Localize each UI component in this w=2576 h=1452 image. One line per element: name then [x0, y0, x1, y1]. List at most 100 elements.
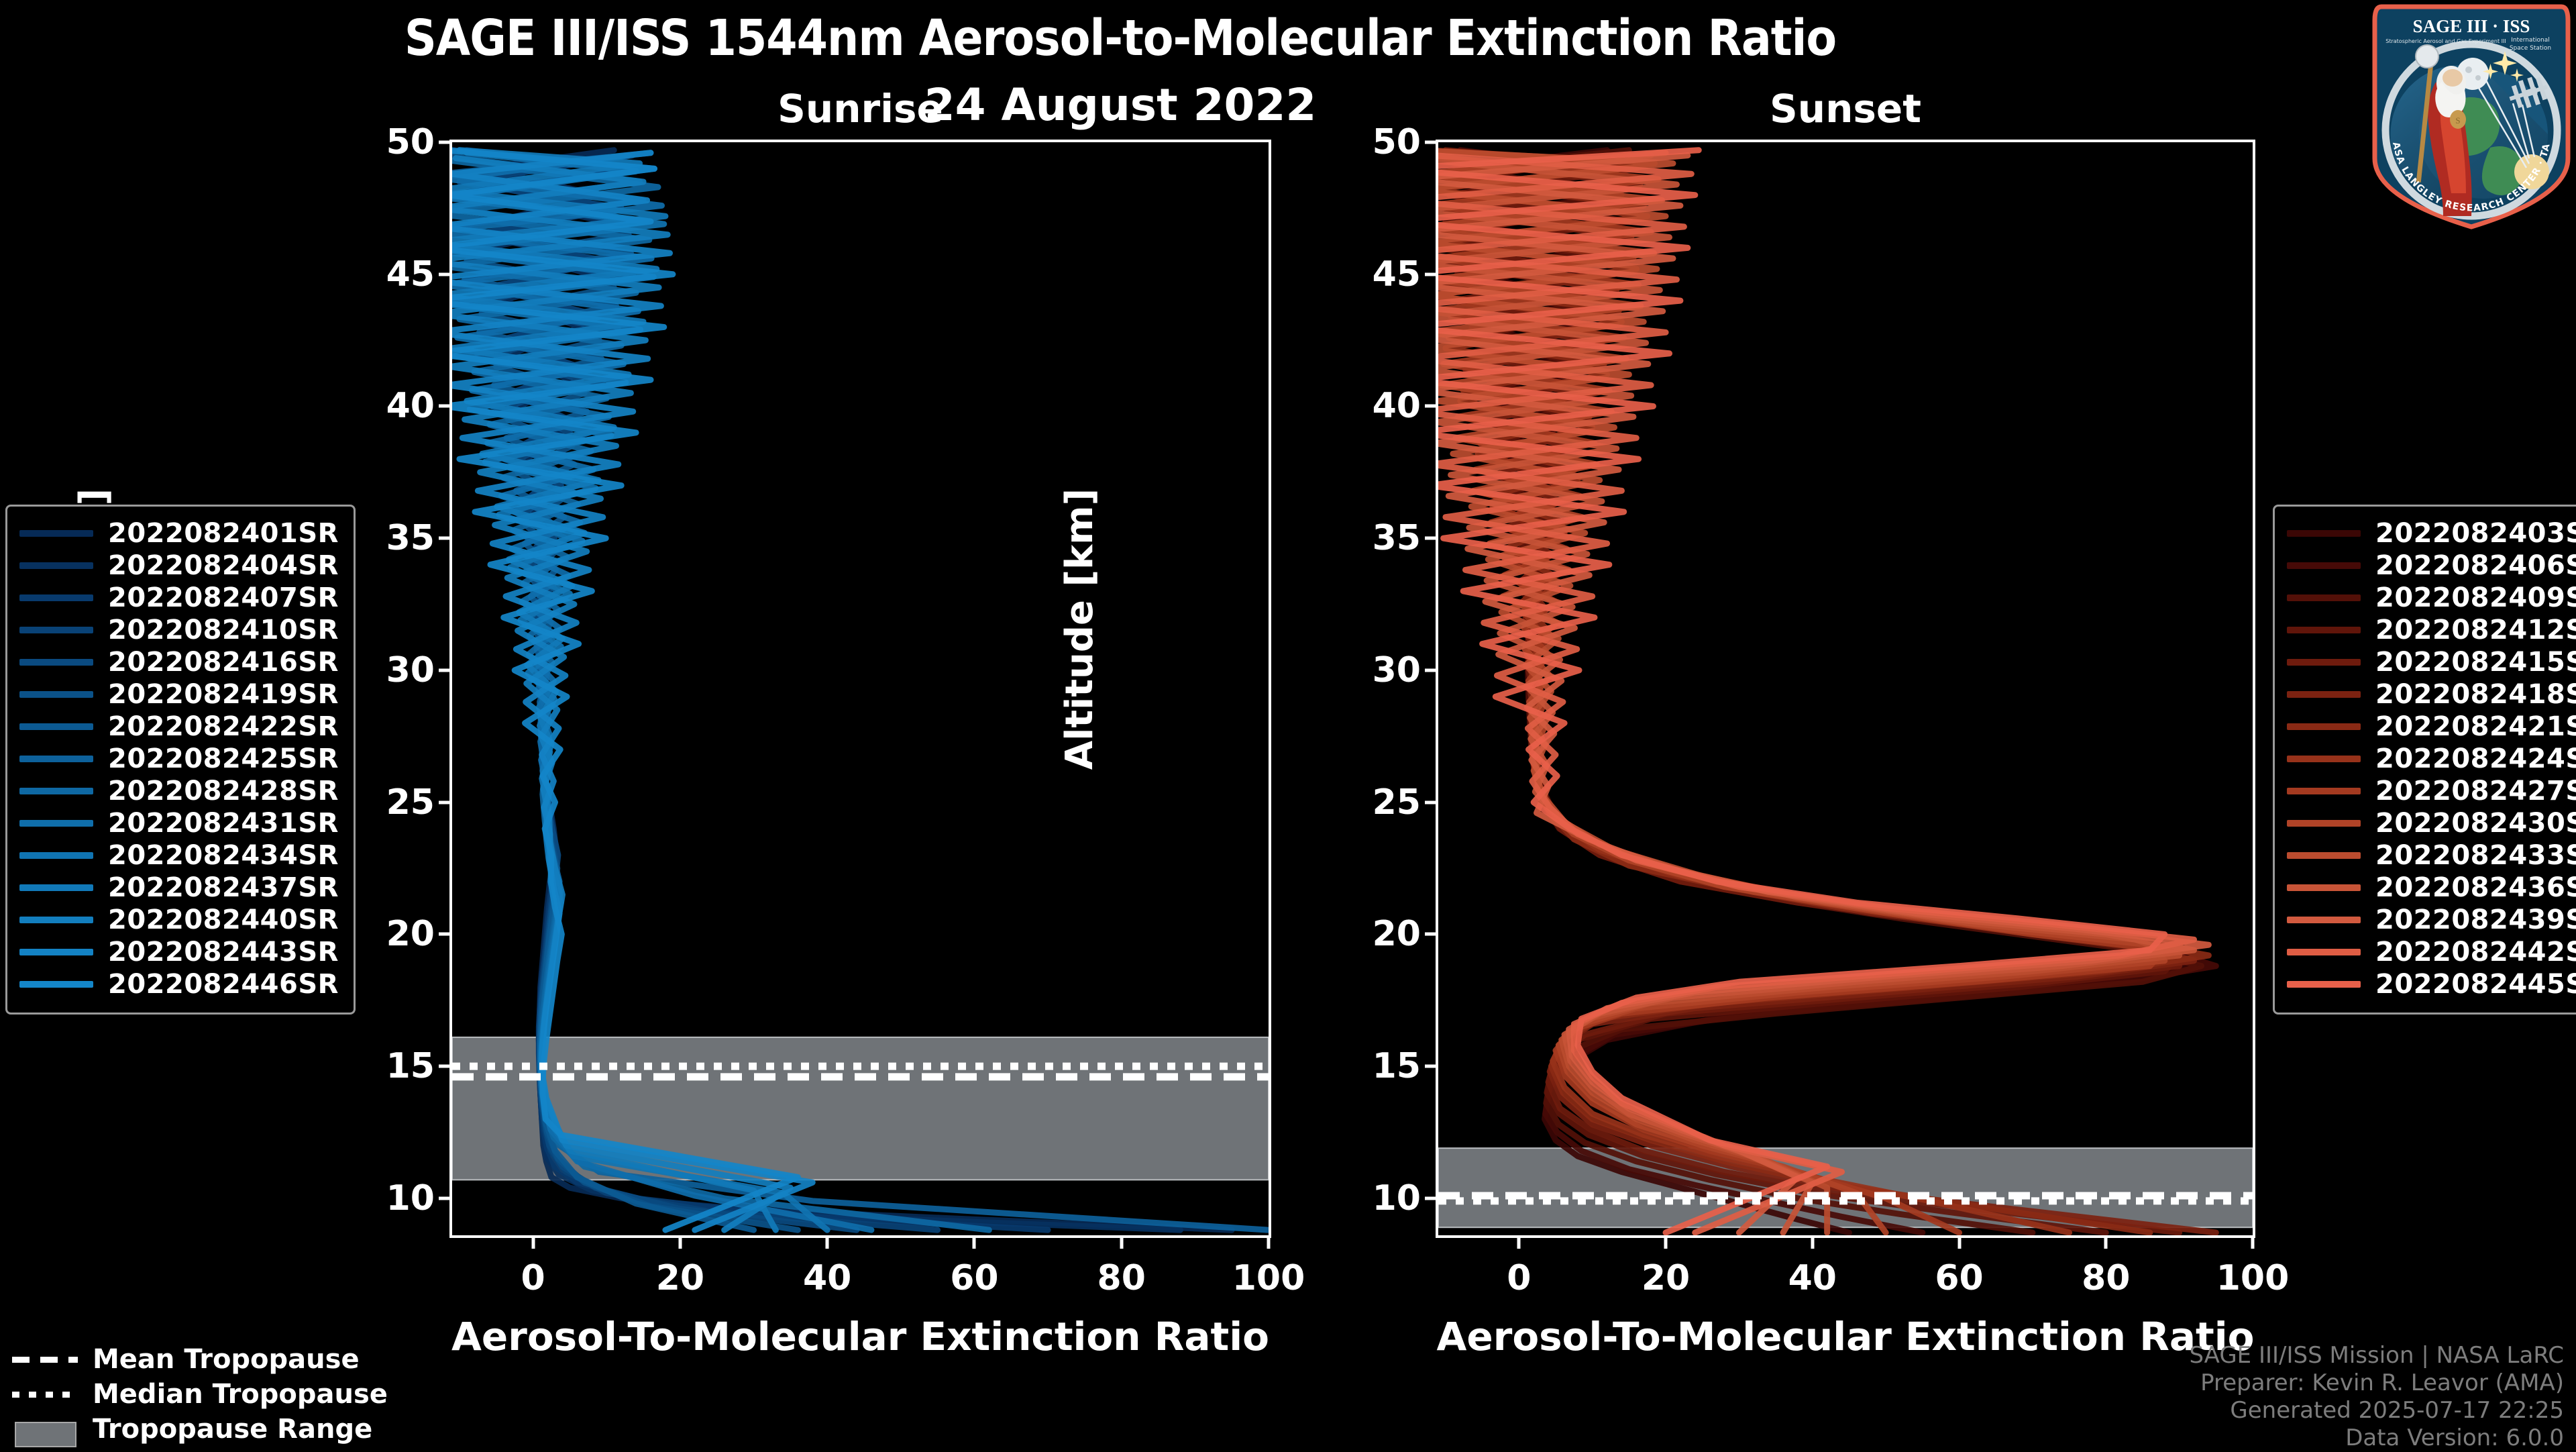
x-axis-tick-label: 60 — [950, 1258, 999, 1298]
chart-sunset-canvas — [1438, 142, 2253, 1235]
profile-line — [1438, 147, 2168, 1235]
legend-sunrise-label: 2022082428SR — [108, 776, 339, 807]
x-axis-tick-mark — [1120, 1235, 1124, 1249]
x-axis-tick-label: 0 — [1507, 1258, 1532, 1298]
sage3-iss-mission-patch-logo: S SAGE III · ISS Stratospheric Aerosol a… — [2367, 0, 2572, 231]
y-axis-tick-mark — [439, 932, 452, 936]
logo-subtitle-right-2: Space Station — [2510, 45, 2551, 52]
legend-sunset-item[interactable]: 2022082442SS — [2287, 936, 2576, 968]
legend-sunset-item[interactable]: 2022082436SS — [2287, 872, 2576, 904]
legend-sunrise-label: 2022082416SR — [108, 647, 339, 678]
legend-sunrise-item[interactable]: 2022082434SR — [19, 839, 339, 872]
y-axis-tick-mark — [439, 1196, 452, 1200]
legend-sunrise-item[interactable]: 2022082401SR — [19, 517, 339, 550]
legend-sunset-item[interactable]: 2022082409SS — [2287, 582, 2576, 614]
mean-tropopause-line-key — [12, 1351, 78, 1367]
legend-sunset-item[interactable]: 2022082445SS — [2287, 968, 2576, 1000]
credit-line: SAGE III/ISS Mission | NASA LaRC — [2189, 1342, 2564, 1369]
y-axis-tick-label: 40 — [1372, 386, 1421, 427]
y-axis-tick-mark — [1425, 140, 1438, 144]
x-axis-tick-mark — [531, 1235, 535, 1249]
legend-sunrise-label: 2022082434SR — [108, 840, 339, 871]
legend-sunrise-label: 2022082419SR — [108, 679, 339, 710]
legend-sunrise-color-swatch — [19, 884, 93, 891]
chart-sunrise-canvas — [452, 142, 1269, 1235]
y-axis-tick-label: 30 — [386, 650, 435, 690]
legend-sunrise-color-swatch — [19, 530, 93, 537]
x-axis-tick-mark — [1267, 1235, 1271, 1249]
x-axis-tick-label: 0 — [521, 1258, 545, 1298]
y-axis-tick-mark — [439, 800, 452, 805]
legend-sunrise-label: 2022082443SR — [108, 937, 339, 968]
legend-sunrise-item[interactable]: 2022082425SR — [19, 743, 339, 775]
legend-sunrise-item[interactable]: 2022082410SR — [19, 614, 339, 646]
legend-sunset-color-swatch — [2287, 788, 2361, 794]
legend-sunset-label: 2022082406SS — [2375, 550, 2576, 581]
y-axis-tick-mark — [439, 536, 452, 540]
y-axis-tick-mark — [439, 272, 452, 276]
x-axis-tick-label: 60 — [1935, 1258, 1984, 1298]
logo-subtitle-right-1: International — [2511, 37, 2549, 44]
legend-sunset-color-swatch — [2287, 756, 2361, 762]
legend-sunrise-label: 2022082446SR — [108, 969, 339, 1000]
legend-sunrise-label: 2022082410SR — [108, 615, 339, 645]
profile-line — [452, 148, 801, 1233]
legend-sunset-label: 2022082418SS — [2375, 679, 2576, 710]
legend-sunset-color-swatch — [2287, 949, 2361, 955]
legend-sunset-label: 2022082415SS — [2375, 647, 2576, 678]
legend-sunset-item[interactable]: 2022082418SS — [2287, 678, 2576, 711]
legend-sunrise-item[interactable]: 2022082431SR — [19, 807, 339, 839]
credit-line: Generated 2025-07-17 22:25 — [2230, 1397, 2564, 1424]
legend-sunset-item[interactable]: 2022082415SS — [2287, 646, 2576, 678]
chart-sunset: 10 15 20 25 30 35 40 45 50 0 20 40 60 80 100 — [1373, 122, 2290, 1298]
legend-sunrise-item[interactable]: 2022082446SR — [19, 968, 339, 1000]
legend-sunrise-label: 2022082425SR — [108, 743, 339, 774]
panel-title-sunset: Sunset — [1770, 86, 1921, 132]
legend-sunrise-color-swatch — [19, 852, 93, 859]
legend-sunrise-color-swatch — [19, 659, 93, 666]
y-axis-tick-label: 10 — [1372, 1178, 1421, 1218]
tropopause-legend-label: Tropopause Range — [93, 1414, 373, 1445]
tropopause-legend-item: Median Tropopause — [12, 1377, 388, 1412]
legend-sunset-item[interactable]: 2022082403SS — [2287, 517, 2576, 550]
logo-subtitle-left: Stratospheric Aerosol and Gas Experiment… — [2385, 38, 2506, 44]
legend-sunrise-item[interactable]: 2022082440SR — [19, 904, 339, 936]
legend-sunset-color-swatch — [2287, 530, 2361, 537]
legend-sunset-item[interactable]: 2022082433SS — [2287, 839, 2576, 872]
tropopause-legend: Mean Tropopause Median Tropopause Tropopau… — [12, 1342, 388, 1447]
y-axis-tick-label: 20 — [386, 914, 435, 955]
legend-sunrise-color-swatch — [19, 981, 93, 988]
page-date: 24 August 2022 — [924, 79, 1317, 131]
tropopause-legend-item: Tropopause Range — [12, 1412, 388, 1447]
y-axis-tick-label: 10 — [386, 1178, 435, 1218]
y-axis-tick-label: 45 — [1372, 254, 1421, 295]
legend-sunset-item[interactable]: 2022082439SS — [2287, 904, 2576, 936]
y-axis-tick-mark — [439, 1064, 452, 1068]
x-axis-tick-mark — [2251, 1235, 2255, 1249]
y-axis-tick-label: 50 — [1372, 122, 1421, 162]
legend-sunset-item[interactable]: 2022082421SS — [2287, 711, 2576, 743]
legend-sunset-item[interactable]: 2022082406SS — [2287, 550, 2576, 582]
legend-sunset-color-swatch — [2287, 884, 2361, 891]
legend-sunrise-item[interactable]: 2022082419SR — [19, 678, 339, 711]
legend-sunrise-item[interactable]: 2022082422SR — [19, 711, 339, 743]
y-axis-tick-mark — [1425, 932, 1438, 936]
legend-sunrise-item[interactable]: 2022082416SR — [19, 646, 339, 678]
legend-sunrise-item[interactable]: 2022082404SR — [19, 550, 339, 582]
legend-sunset: 2022082403SS2022082406SS2022082409SS2022… — [2273, 505, 2576, 1015]
x-axis-tick-label: 100 — [1232, 1258, 1305, 1298]
median-tropopause-line-key — [12, 1386, 78, 1402]
legend-sunrise-item[interactable]: 2022082437SR — [19, 872, 339, 904]
legend-sunrise-item[interactable]: 2022082428SR — [19, 775, 339, 807]
legend-sunrise-color-swatch — [19, 594, 93, 601]
legend-sunrise-label: 2022082440SR — [108, 904, 339, 935]
legend-sunrise-item[interactable]: 2022082443SR — [19, 936, 339, 968]
y-axis-tick-label: 15 — [386, 1046, 435, 1087]
y-axis-tick-mark — [1425, 1196, 1438, 1200]
legend-sunset-label: 2022082430SS — [2375, 808, 2576, 839]
legend-sunset-item[interactable]: 2022082430SS — [2287, 807, 2576, 839]
legend-sunrise-item[interactable]: 2022082407SR — [19, 582, 339, 614]
legend-sunset-item[interactable]: 2022082424SS — [2287, 743, 2576, 775]
legend-sunset-item[interactable]: 2022082412SS — [2287, 614, 2576, 646]
legend-sunset-item[interactable]: 2022082427SS — [2287, 775, 2576, 807]
